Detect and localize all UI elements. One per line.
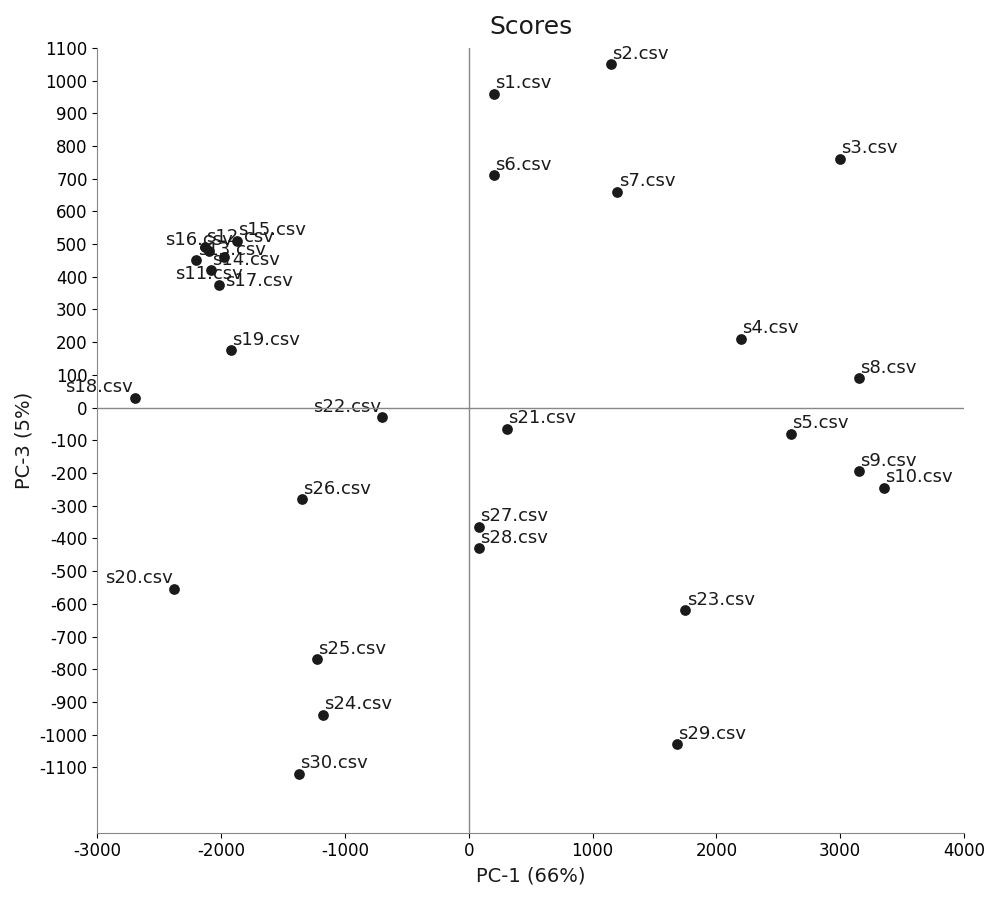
Text: s13.csv: s13.csv [198,241,266,259]
Point [229,234,245,248]
Point [609,184,625,199]
Point [499,422,515,436]
Text: s5.csv: s5.csv [792,414,848,432]
Text: s27.csv: s27.csv [480,508,548,526]
Point [486,86,502,101]
Text: s24.csv: s24.csv [324,696,392,714]
Point [471,541,487,555]
Point [832,152,848,166]
Text: s19.csv: s19.csv [232,330,300,348]
Text: s28.csv: s28.csv [480,528,548,546]
Text: s30.csv: s30.csv [300,754,368,772]
Point [374,410,390,425]
Point [603,57,619,71]
Text: s15.csv: s15.csv [239,221,306,239]
Text: s16.csv: s16.csv [165,231,233,249]
Point [203,263,219,277]
Point [876,481,892,495]
Point [127,391,143,405]
Text: s23.csv: s23.csv [687,590,755,608]
Point [669,737,685,751]
X-axis label: PC-1 (66%): PC-1 (66%) [476,866,585,885]
Point [315,707,331,722]
Point [471,520,487,535]
Text: s26.csv: s26.csv [303,480,371,498]
Point [216,250,232,265]
Text: s4.csv: s4.csv [742,320,799,338]
Point [733,332,749,347]
Point [851,464,867,479]
Point [166,582,182,597]
Point [188,253,204,267]
Point [291,767,307,781]
Point [223,343,239,357]
Text: s12.csv: s12.csv [206,228,274,246]
Text: s25.csv: s25.csv [318,640,386,658]
Text: s8.csv: s8.csv [860,358,916,376]
Text: s11.csv: s11.csv [175,266,243,284]
Text: s3.csv: s3.csv [841,140,898,158]
Text: s29.csv: s29.csv [678,724,746,742]
Point [851,371,867,385]
Text: s22.csv: s22.csv [313,398,381,416]
Text: s6.csv: s6.csv [495,156,551,174]
Text: s21.csv: s21.csv [508,410,576,427]
Text: s2.csv: s2.csv [612,45,669,63]
Point [197,240,213,255]
Point [783,427,799,441]
Point [677,603,693,617]
Text: s18.csv: s18.csv [66,378,133,396]
Y-axis label: PC-3 (5%): PC-3 (5%) [15,392,34,489]
Text: s10.csv: s10.csv [885,468,952,486]
Text: s20.csv: s20.csv [105,570,173,588]
Text: s14.csv: s14.csv [213,250,280,268]
Point [294,492,310,507]
Text: s17.csv: s17.csv [225,272,293,290]
Text: s7.csv: s7.csv [619,172,675,190]
Point [211,278,227,293]
Point [201,243,217,257]
Point [486,168,502,183]
Text: s1.csv: s1.csv [495,74,551,92]
Title: Scores: Scores [489,15,572,39]
Point [309,652,325,667]
Text: s9.csv: s9.csv [860,452,917,470]
